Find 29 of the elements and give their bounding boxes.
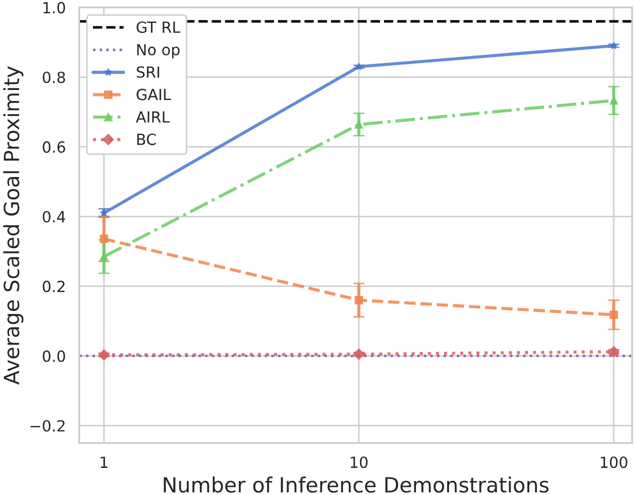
point: [100, 234, 108, 243]
point: [608, 346, 620, 358]
point: [354, 296, 364, 304]
y-tick-label: −0.2: [30, 420, 65, 432]
legend-label: SRI: [136, 66, 160, 78]
point: [98, 349, 110, 360]
point: [610, 42, 618, 50]
point: [100, 252, 108, 261]
ref-line-label: GT RL: [136, 21, 180, 33]
x-axis-title: Number of Inference Demonstrations: [164, 476, 549, 493]
legend-label: AIRL: [136, 111, 170, 122]
point: [354, 62, 363, 70]
y-tick-label: 0.4: [42, 210, 66, 223]
legend-label: BC: [137, 134, 156, 146]
point: [354, 120, 364, 129]
point: [610, 96, 618, 105]
x-tick-label: 100: [600, 456, 628, 468]
y-tick-label: 0.2: [42, 280, 65, 292]
legend-label: GAIL: [136, 88, 172, 100]
x-tick-label: 1: [100, 456, 108, 468]
y-tick-label: 0.6: [42, 141, 66, 153]
point: [610, 310, 618, 319]
y-tick-label: 1.0: [43, 2, 66, 14]
legend-label: No op: [137, 44, 180, 58]
point: [353, 348, 364, 360]
x-tick-label: 10: [350, 456, 368, 468]
y-axis-title: Average Scaled Goal Proximity: [3, 66, 24, 385]
y-tick-label: 0.0: [42, 350, 66, 362]
y-tick-label: 0.8: [42, 72, 66, 84]
